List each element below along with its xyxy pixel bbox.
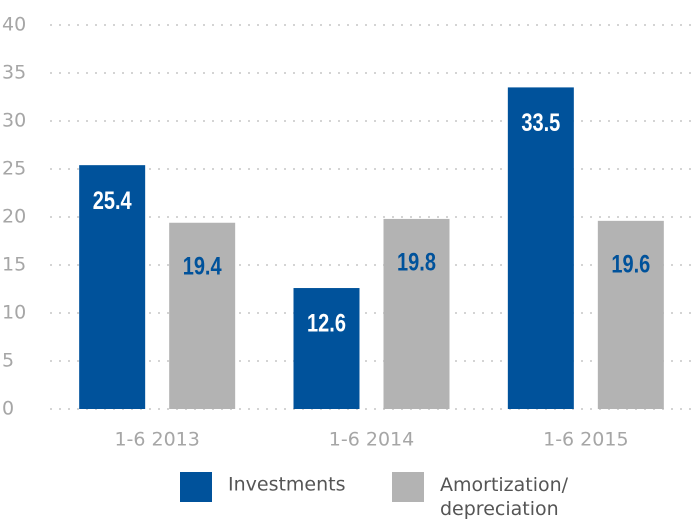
y-tick-label: 10 <box>2 302 26 324</box>
bar <box>169 222 236 409</box>
data-label: 33.5 <box>521 109 560 137</box>
y-tick-label: 30 <box>2 110 26 132</box>
data-label: 19.8 <box>397 248 436 276</box>
bar <box>597 220 664 409</box>
x-tick-label: 1-6 2015 <box>543 429 628 451</box>
y-tick-label: 15 <box>2 254 26 276</box>
legend-swatch <box>180 472 212 502</box>
y-tick-label: 35 <box>2 62 26 84</box>
bar <box>383 218 450 409</box>
bar <box>507 87 574 410</box>
bar <box>79 165 146 409</box>
data-label: 19.4 <box>183 252 222 280</box>
data-label: 19.6 <box>611 250 650 278</box>
bar <box>293 288 360 409</box>
legend-swatch <box>392 472 424 502</box>
y-tick-label: 0 <box>2 398 14 420</box>
legend-label: Investments <box>228 474 346 496</box>
data-label: 12.6 <box>307 310 346 338</box>
data-label: 25.4 <box>93 187 132 215</box>
y-tick-label: 20 <box>2 206 26 228</box>
y-tick-label: 40 <box>2 14 26 36</box>
x-tick-label: 1-6 2014 <box>329 429 414 451</box>
y-tick-label: 25 <box>2 158 26 180</box>
x-tick-label: 1-6 2013 <box>114 429 199 451</box>
y-tick-label: 5 <box>2 350 14 372</box>
legend-label: Amortization/depreciation <box>440 474 569 520</box>
